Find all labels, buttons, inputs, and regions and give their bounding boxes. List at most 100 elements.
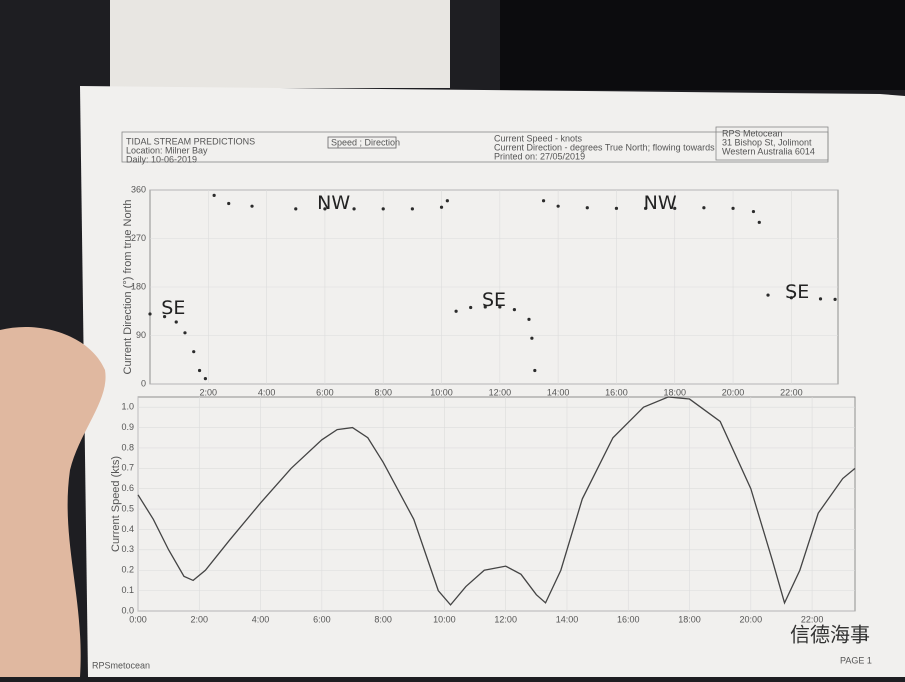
data-dot [512,308,517,312]
x-tick-label: 4:00 [258,387,276,397]
y-axis-label: Current Speed (kts) [110,456,122,552]
y-tick-label: 0.6 [121,483,134,493]
x-tick-label: 0:00 [129,614,147,624]
data-dot [183,331,187,335]
y-tick-label: 0.7 [121,463,134,473]
data-dot [381,207,385,211]
data-dot [702,206,706,210]
header-speed-note: Current Speed - knots [494,133,583,143]
data-dot [212,193,216,197]
company: RPS Metocean [722,128,783,138]
x-tick-label: 16:00 [617,614,640,624]
data-dot [352,207,356,211]
data-dot [541,199,546,203]
x-tick-label: 22:00 [780,387,803,397]
y-tick-label: 0.0 [121,605,134,615]
annotation: SE [161,297,185,319]
company-box [715,126,829,161]
data-dot [530,336,534,340]
footer-right: PAGE 1 [840,655,872,665]
data-dot [174,320,178,324]
footer-left: RPSmetocean [92,660,150,670]
annotation: NW [317,192,350,214]
data-dot [250,204,254,208]
data-dot [731,206,735,210]
x-tick-label: 2:00 [200,387,218,397]
y-tick-label: 270 [131,233,146,243]
x-tick-label: 18:00 [678,614,701,624]
data-dot [197,368,202,373]
data-dot [203,377,207,381]
data-dot [533,368,537,373]
x-tick-label: 12:00 [489,387,512,397]
x-tick-label: 2:00 [191,614,209,624]
data-dot [410,207,414,211]
y-tick-label: 0.5 [121,503,134,513]
y-tick-label: 0.1 [121,585,134,595]
data-dot [673,206,677,210]
x-tick-label: 20:00 [722,387,745,397]
x-tick-label: 12:00 [494,614,517,624]
hand [0,326,106,677]
header-printed: Printed on: 27/05/2019 [494,151,585,161]
data-dot [227,201,231,206]
data-dot [294,207,298,211]
data-dot [192,350,196,354]
mode-box [327,136,397,149]
address: 31 Bishop St, Jolimont [722,137,812,147]
x-tick-label: 10:00 [433,614,456,624]
data-dot [556,204,560,208]
data-dot [751,209,756,214]
annotation: NW [644,192,677,214]
header-location: Location: Milner Bay [126,145,208,155]
data-dot [833,297,837,301]
x-tick-label: 20:00 [740,614,763,624]
header-direction-note: Current Direction - degrees True North; … [494,142,715,152]
x-tick-label: 4:00 [252,614,270,624]
y-tick-label: 1.0 [121,402,134,412]
y-tick-label: 0.4 [121,524,134,534]
y-tick-label: 180 [131,281,146,291]
header-title: TIDAL STREAM PREDICTIONS [126,136,255,146]
header-mode: Speed ; Direction [331,137,400,147]
x-tick-label: 22:00 [801,614,824,624]
x-tick-label: 10:00 [430,387,453,397]
header-daily: Daily: 10-06-2019 [126,154,197,164]
x-tick-label: 18:00 [663,387,686,397]
data-dot [527,317,531,321]
data-dot [585,206,589,210]
data-dot [454,309,458,313]
data-dot [789,296,793,300]
data-dot [498,305,502,309]
paper [80,86,905,677]
y-tick-label: 0.8 [121,442,134,452]
x-tick-label: 6:00 [316,387,334,397]
x-tick-label: 6:00 [313,614,331,624]
x-tick-label: 14:00 [547,387,570,397]
speed-line [137,396,856,606]
annotation: SE [482,289,506,311]
y-axis-label: Current Direction (°) from true North [122,200,134,375]
watermark: 信德海事 [790,623,870,646]
data-dot [766,293,770,297]
y-tick-label: 360 [131,184,146,194]
x-tick-label: 8:00 [374,387,392,397]
data-dot [643,206,648,210]
x-tick-label: 14:00 [556,614,579,624]
data-dot [162,315,167,319]
y-tick-label: 0 [141,378,146,388]
data-dot [818,297,823,301]
y-tick-label: 0.2 [121,565,134,575]
address: Western Australia 6014 [722,146,815,156]
data-dot [614,206,619,210]
data-dot [148,312,152,316]
data-dot [469,305,473,310]
book-page [110,0,450,88]
data-dot [323,207,327,211]
y-tick-label: 0.9 [121,422,134,432]
y-tick-label: 0.3 [121,544,134,554]
annotation: SE [785,281,809,303]
data-dot [445,199,449,203]
